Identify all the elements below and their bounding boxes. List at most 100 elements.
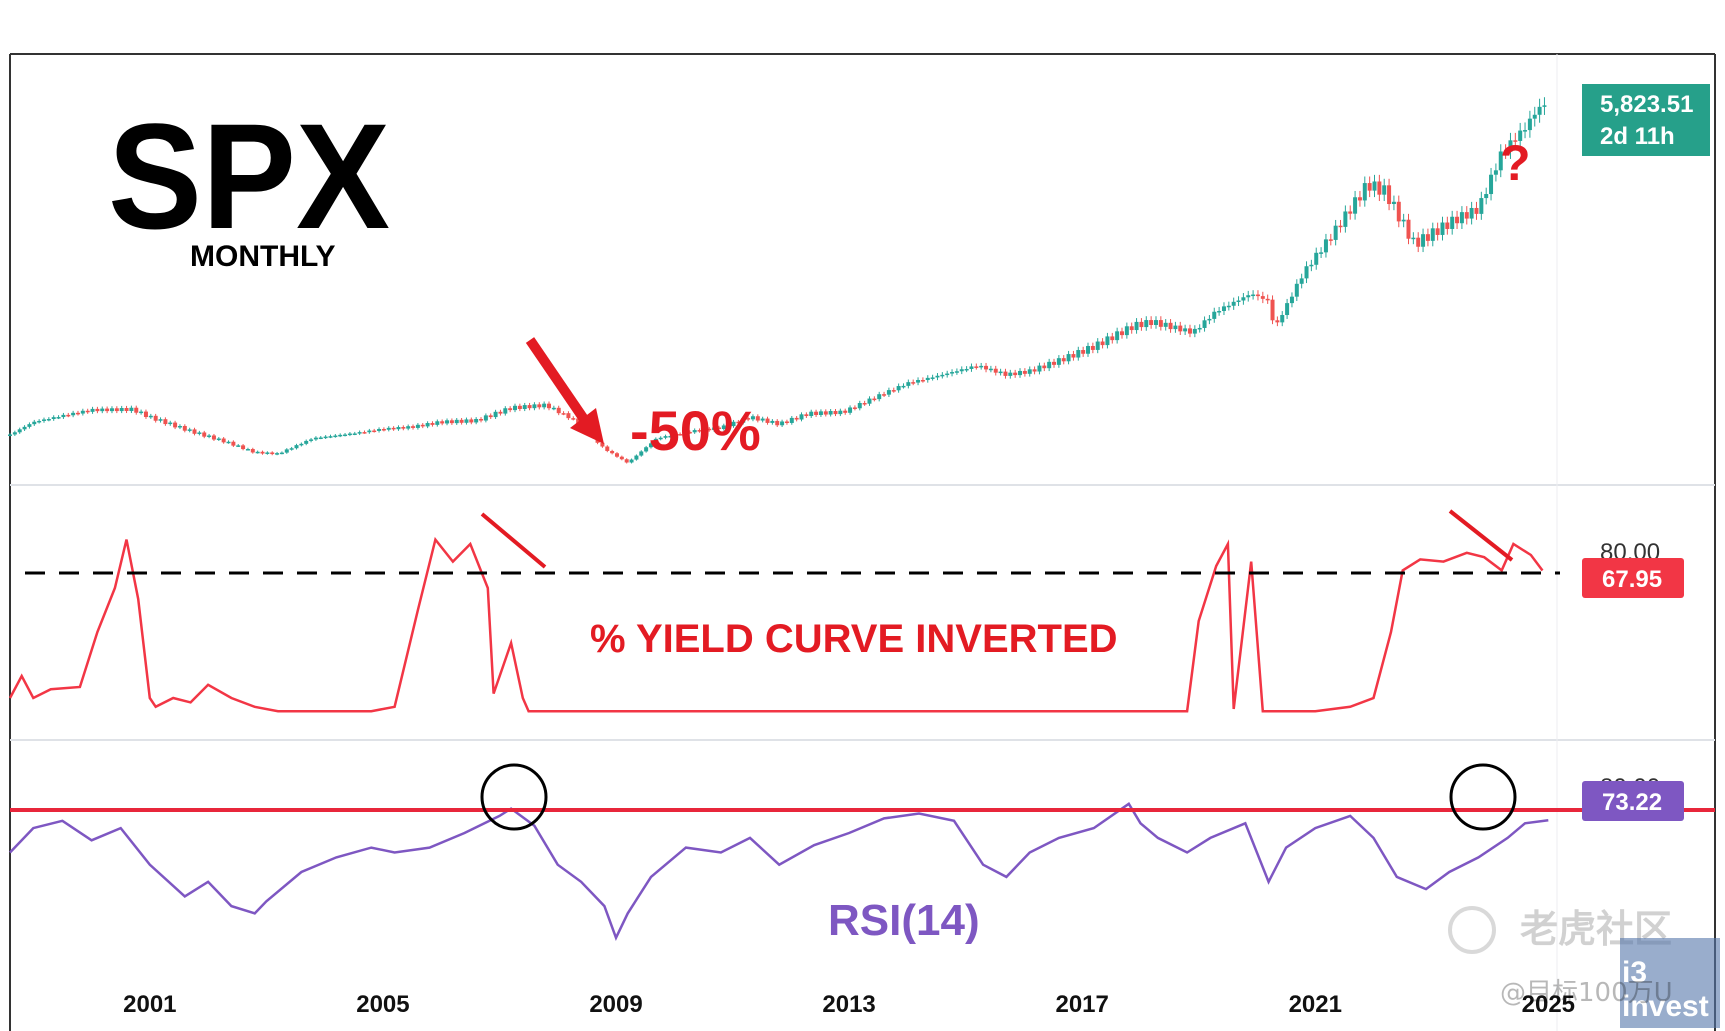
candle-body [1251, 294, 1256, 297]
candle-body [22, 426, 27, 430]
candle-body [896, 386, 901, 391]
candle-body [1425, 234, 1430, 241]
candle-body [95, 408, 100, 412]
yield-line [8, 536, 1544, 713]
candle-body [848, 407, 853, 413]
candle-body [1304, 266, 1309, 279]
candle-body [886, 390, 891, 395]
candle-body [1367, 183, 1372, 191]
candle-body [362, 432, 367, 434]
candle-body [1197, 327, 1202, 330]
candle-body [109, 408, 114, 412]
candle-body [765, 418, 770, 423]
candle-body [984, 365, 989, 370]
yield-series-label: % YIELD CURVE INVERTED [590, 617, 1118, 661]
candle-body [1018, 370, 1023, 376]
candle-body [1153, 320, 1158, 325]
candle-body [119, 408, 124, 412]
candle-body [576, 418, 581, 425]
candle-body [1042, 365, 1047, 369]
candle-body [1450, 216, 1455, 229]
candle-body [173, 422, 178, 428]
yield-peak-mark-right [1448, 509, 1514, 562]
candle-body [809, 411, 814, 417]
candle-body [1212, 311, 1217, 319]
candle-body [1032, 369, 1037, 372]
candle-body [1532, 114, 1537, 119]
candle-body [1110, 336, 1115, 341]
candle-body [537, 404, 542, 408]
candle-body [114, 408, 119, 412]
candle-body [1464, 212, 1469, 219]
candle-body [852, 407, 857, 409]
candle-body [925, 377, 930, 381]
candle-body [1163, 322, 1168, 327]
candle-body [1066, 354, 1071, 362]
candle-body [61, 414, 66, 418]
candle-body [1008, 372, 1013, 376]
watermark-logo-icon [1448, 906, 1496, 954]
candle-body [90, 408, 95, 412]
candle-body [1144, 320, 1149, 328]
candle-body [780, 421, 785, 426]
chart-subtitle: MONTHLY [190, 240, 336, 273]
yield-series [8, 536, 1544, 713]
candle-body [1124, 326, 1129, 336]
candle-body [959, 369, 964, 372]
candle-body [279, 452, 284, 455]
candle-body [1255, 294, 1260, 297]
candle-body [610, 450, 615, 454]
candle-body [775, 420, 780, 426]
candle-body [391, 427, 396, 430]
candle-body [513, 405, 518, 411]
candle-body [619, 456, 624, 460]
candle-body [469, 419, 474, 423]
candle-body [721, 425, 726, 430]
yield-current-value: 67.95 [1602, 566, 1662, 593]
candle-body [1168, 322, 1173, 330]
drop-arrow-shaft [525, 337, 595, 431]
candle-body [1333, 225, 1338, 240]
candle-body [644, 447, 649, 452]
candle-body [1401, 219, 1406, 222]
candle-body [66, 414, 71, 417]
candle-body [347, 433, 352, 436]
candle-body [372, 430, 377, 433]
candle-body [250, 449, 255, 453]
candle-body [8, 434, 12, 436]
candle-body [799, 414, 804, 420]
chart-title: SPX [108, 92, 390, 260]
candle-body [1289, 296, 1294, 304]
candle-body [1105, 336, 1110, 346]
candle-body [1217, 310, 1222, 313]
candle-body [1489, 174, 1494, 195]
x-tick-label: 2005 [356, 991, 409, 1018]
candle-body [415, 424, 420, 428]
candle-body [1406, 219, 1411, 239]
candle-body [153, 415, 158, 421]
candle-body [678, 434, 683, 436]
candle-body [542, 403, 547, 408]
rsi-series [9, 802, 1549, 942]
candle-body [930, 377, 935, 379]
candle-body [707, 428, 712, 431]
candle-body [687, 431, 692, 434]
candle-body [1270, 299, 1275, 321]
candle-body [716, 427, 721, 430]
candle-body [1003, 371, 1008, 376]
bar-countdown: 2d 11h [1600, 123, 1675, 150]
candle-body [1081, 350, 1086, 354]
candle-body [338, 434, 343, 437]
candle-body [1513, 140, 1518, 142]
candle-body [1377, 181, 1382, 195]
candle-body [527, 405, 532, 409]
candle-body [789, 417, 794, 423]
candle-body [56, 417, 61, 419]
candle-body [1022, 370, 1027, 374]
candle-body [1061, 358, 1066, 362]
x-tick-label: 2001 [123, 991, 176, 1018]
candle-body [872, 398, 877, 401]
candle-body [411, 426, 416, 428]
candle-body [440, 421, 445, 424]
candle-body [275, 453, 280, 455]
